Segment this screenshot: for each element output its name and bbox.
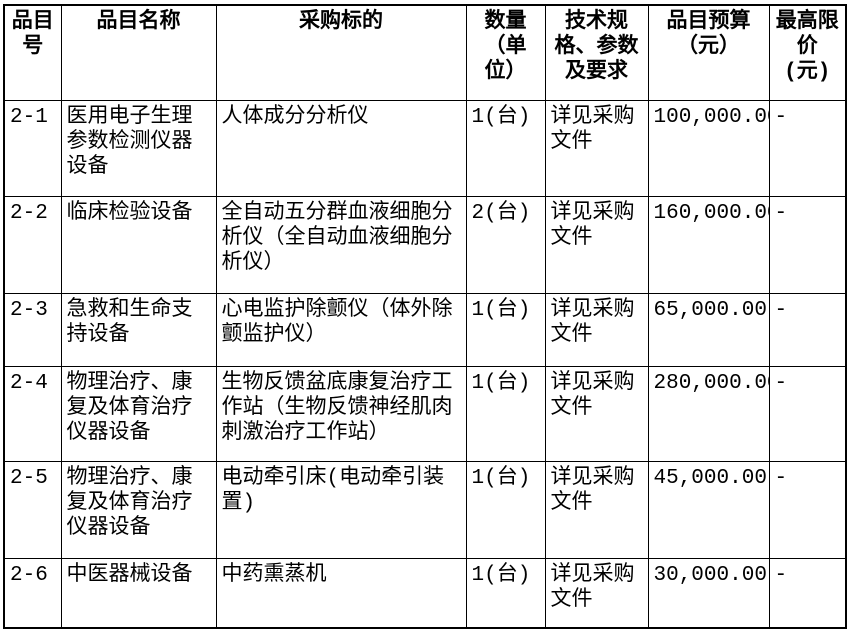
procurement-items-table: 品目号 品目名称 采购标的 数量（单位） 技术规格、参数及要求 品目预算（元） … [3,4,847,629]
cell-max-price: - [768,99,847,197]
cell-tech-spec: 详见采购文件 [544,365,649,462]
cell-procurement-target: 人体成分分析仪 [215,99,467,197]
column-header-item-no: 品目号 [3,4,62,101]
cell-item-name: 急救和生命支持设备 [60,292,217,367]
cell-procurement-target: 电动牵引床(电动牵引装置) [215,460,467,559]
cell-item-no: 2-4 [3,365,62,462]
cell-item-budget: 65,000.00 [647,292,770,367]
cell-quantity-unit: 2(台) [465,195,546,294]
table-row: 2-5 物理治疗、康复及体育治疗仪器设备 电动牵引床(电动牵引装置) 1(台) … [3,460,847,559]
cell-item-name: 医用电子生理参数检测仪器设备 [60,99,217,197]
table-row: 2-4 物理治疗、康复及体育治疗仪器设备 生物反馈盆底康复治疗工作站（生物反馈神… [3,365,847,462]
cell-item-name: 中医器械设备 [60,557,217,629]
cell-item-no: 2-3 [3,292,62,367]
cell-max-price: - [768,195,847,294]
cell-max-price: - [768,292,847,367]
column-header-tech-spec: 技术规格、参数及要求 [544,4,649,101]
table-row: 2-6 中医器械设备 中药熏蒸机 1(台) 详见采购文件 30,000.00 - [3,557,847,629]
column-header-procurement-target: 采购标的 [215,4,467,101]
cell-procurement-target: 中药熏蒸机 [215,557,467,629]
column-header-quantity-unit: 数量（单位） [465,4,546,101]
cell-tech-spec: 详见采购文件 [544,557,649,629]
cell-max-price: - [768,365,847,462]
cell-tech-spec: 详见采购文件 [544,195,649,294]
cell-item-no: 2-6 [3,557,62,629]
table-row: 2-2 临床检验设备 全自动五分群血液细胞分析仪（全自动血液细胞分析仪） 2(台… [3,195,847,294]
cell-tech-spec: 详见采购文件 [544,99,649,197]
cell-procurement-target: 生物反馈盆底康复治疗工作站（生物反馈神经肌肉刺激治疗工作站） [215,365,467,462]
cell-item-budget: 100,000.00 [647,99,770,197]
cell-max-price: - [768,557,847,629]
column-header-item-name: 品目名称 [60,4,217,101]
cell-max-price: - [768,460,847,559]
cell-procurement-target: 心电监护除颤仪（体外除颤监护仪） [215,292,467,367]
cell-quantity-unit: 1(台) [465,292,546,367]
cell-tech-spec: 详见采购文件 [544,460,649,559]
cell-item-name: 物理治疗、康复及体育治疗仪器设备 [60,460,217,559]
cell-item-budget: 280,000.00 [647,365,770,462]
cell-item-budget: 30,000.00 [647,557,770,629]
cell-quantity-unit: 1(台) [465,365,546,462]
table-row: 2-1 医用电子生理参数检测仪器设备 人体成分分析仪 1(台) 详见采购文件 1… [3,99,847,197]
cell-procurement-target: 全自动五分群血液细胞分析仪（全自动血液细胞分析仪） [215,195,467,294]
table-header-row: 品目号 品目名称 采购标的 数量（单位） 技术规格、参数及要求 品目预算（元） … [3,4,847,101]
cell-item-no: 2-5 [3,460,62,559]
cell-item-budget: 45,000.00 [647,460,770,559]
cell-item-no: 2-1 [3,99,62,197]
cell-item-name: 临床检验设备 [60,195,217,294]
cell-quantity-unit: 1(台) [465,460,546,559]
cell-item-no: 2-2 [3,195,62,294]
cell-tech-spec: 详见采购文件 [544,292,649,367]
column-header-max-price: 最高限价(元) [768,4,847,101]
column-header-item-budget: 品目预算（元） [647,4,770,101]
cell-quantity-unit: 1(台) [465,557,546,629]
cell-item-name: 物理治疗、康复及体育治疗仪器设备 [60,365,217,462]
cell-quantity-unit: 1(台) [465,99,546,197]
cell-item-budget: 160,000.00 [647,195,770,294]
table-row: 2-3 急救和生命支持设备 心电监护除颤仪（体外除颤监护仪） 1(台) 详见采购… [3,292,847,367]
